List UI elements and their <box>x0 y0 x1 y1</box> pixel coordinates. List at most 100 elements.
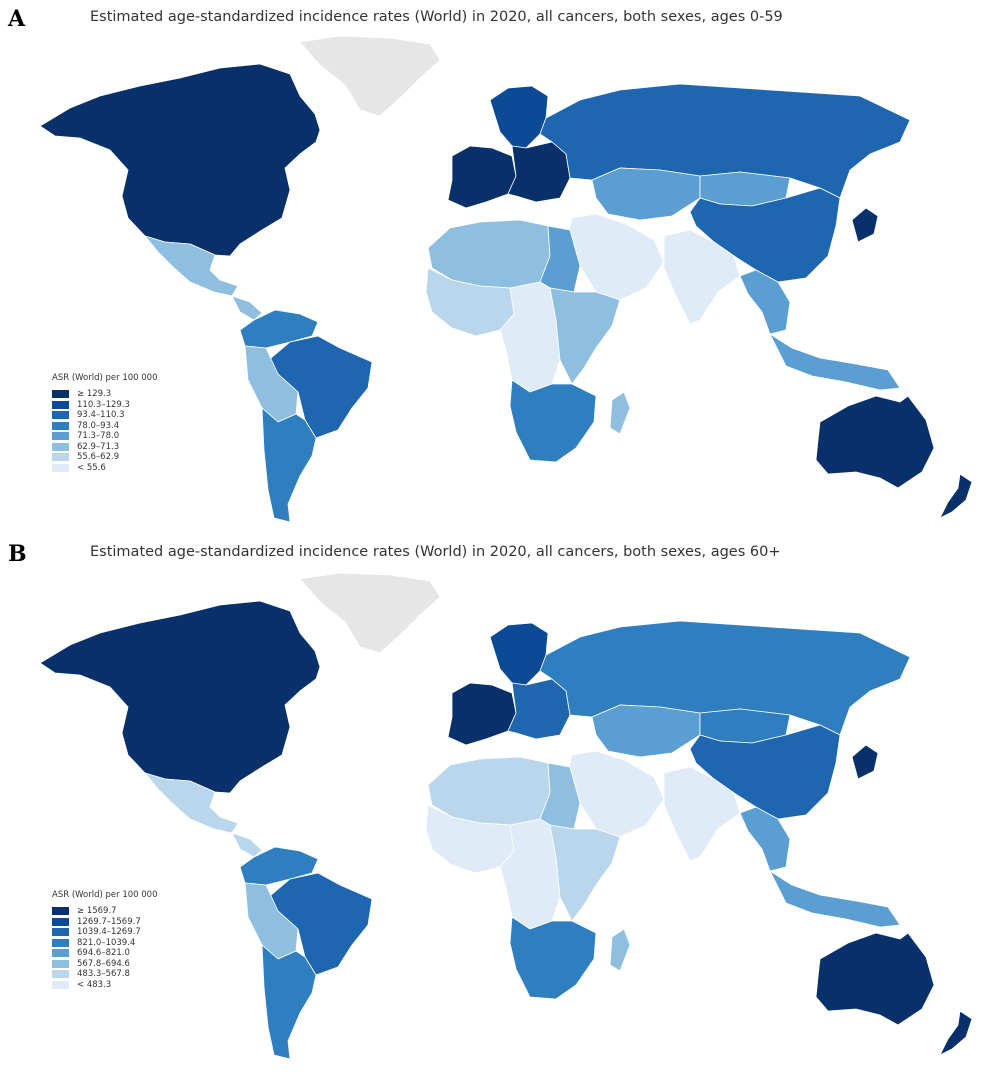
legend-swatch <box>52 442 69 451</box>
legend-title: ASR (World) per 100 000 <box>52 890 158 900</box>
region-middle-east <box>565 213 665 301</box>
legend-swatch <box>52 411 69 420</box>
region-western-europe <box>447 682 517 746</box>
region-australia <box>815 395 935 489</box>
legend-swatch <box>52 917 69 926</box>
legend-item: 694.6–821.0 <box>52 948 157 959</box>
panel-b: B Estimated age-standardized incidence r… <box>0 535 1000 1073</box>
region-new-zealand <box>939 473 973 519</box>
legend-label: 78.0–93.4 <box>77 420 120 431</box>
legend-swatch <box>52 453 69 462</box>
region-mexico <box>144 235 239 297</box>
region-south-america-north <box>239 309 319 349</box>
legend: ASR (World) per 100 000 ≥ 1569.7 1269.7–1… <box>52 890 157 990</box>
legend-label: ≥ 129.3 <box>77 389 112 400</box>
legend-item: 62.9–71.3 <box>52 442 157 453</box>
region-central-asia <box>591 704 701 758</box>
panel-a: A Estimated age-standardized incidence r… <box>0 0 1000 530</box>
region-eastern-europe <box>507 678 571 740</box>
world-map <box>39 35 973 523</box>
region-japan <box>851 207 879 243</box>
legend-item: 1039.4–1269.7 <box>52 927 157 938</box>
panel-title: Estimated age-standardized incidence rat… <box>90 544 781 560</box>
legend-swatch <box>52 390 69 399</box>
region-greenland <box>299 572 441 654</box>
legend-swatch <box>52 970 69 979</box>
legend-item: 483.3–567.8 <box>52 969 157 980</box>
legend-label: 62.9–71.3 <box>77 441 120 452</box>
legend-item: 55.6–62.9 <box>52 452 157 463</box>
panel-label: A <box>8 6 26 32</box>
legend-label: 1039.4–1269.7 <box>77 927 141 938</box>
legend-label: 821.0–1039.4 <box>77 937 136 948</box>
legend-item: < 483.3 <box>52 980 157 991</box>
region-madagascar <box>609 391 631 435</box>
legend-swatch <box>52 980 69 989</box>
legend-swatch <box>52 432 69 441</box>
region-mexico <box>144 772 239 834</box>
legend-swatch <box>52 938 69 947</box>
region-central-asia <box>591 167 701 221</box>
region-china <box>689 724 841 820</box>
region-japan <box>851 744 879 780</box>
region-scandinavia <box>489 85 549 149</box>
legend-item: 821.0–1039.4 <box>52 938 157 949</box>
legend-label: 1269.7–1569.7 <box>77 916 141 927</box>
region-southern-africa <box>509 916 597 1000</box>
legend-items: ≥ 1569.7 1269.7–1569.7 1039.4–1269.7 821.0–… <box>52 906 157 990</box>
legend-item: ≥ 1569.7 <box>52 906 157 917</box>
legend-swatch <box>52 907 69 916</box>
region-argentina <box>261 407 317 523</box>
legend-item: 110.3–129.3 <box>52 400 157 411</box>
legend-swatch <box>52 421 69 430</box>
panel-label: B <box>8 541 27 567</box>
legend-swatch <box>52 463 69 472</box>
legend-item: 1269.7–1569.7 <box>52 917 157 928</box>
legend-swatch <box>52 928 69 937</box>
legend-swatch <box>52 959 69 968</box>
region-middle-east <box>565 750 665 838</box>
region-eastern-europe <box>507 141 571 203</box>
region-southern-africa <box>509 379 597 463</box>
region-india <box>663 229 741 325</box>
region-argentina <box>261 944 317 1060</box>
legend-label: ≥ 1569.7 <box>77 906 117 917</box>
legend-item: 567.8–694.6 <box>52 959 157 970</box>
region-scandinavia <box>489 622 549 686</box>
legend: ASR (World) per 100 000 ≥ 129.3 110.3–129… <box>52 373 157 473</box>
region-indonesia <box>769 870 901 928</box>
legend-label: 567.8–694.6 <box>77 958 130 969</box>
map-container <box>0 30 1000 534</box>
region-east-africa <box>549 287 621 385</box>
region-east-africa <box>549 824 621 922</box>
region-south-america-north <box>239 846 319 886</box>
legend-label: < 483.3 <box>77 979 112 990</box>
legend-label: 71.3–78.0 <box>77 431 120 442</box>
legend-label: 110.3–129.3 <box>77 399 130 410</box>
world-map <box>39 572 973 1060</box>
region-india <box>663 766 741 862</box>
legend-item: ≥ 129.3 <box>52 389 157 400</box>
region-central-america <box>231 295 263 321</box>
legend-item: 93.4–110.3 <box>52 410 157 421</box>
region-australia <box>815 932 935 1026</box>
map-container <box>0 567 1000 1071</box>
legend-item: 78.0–93.4 <box>52 421 157 432</box>
legend-label: 93.4–110.3 <box>77 410 125 421</box>
legend-swatch <box>52 400 69 409</box>
region-china <box>689 187 841 283</box>
region-central-america <box>231 832 263 858</box>
region-greenland <box>299 35 441 117</box>
legend-swatch <box>52 949 69 958</box>
legend-title: ASR (World) per 100 000 <box>52 373 158 383</box>
region-western-europe <box>447 145 517 209</box>
legend-label: 694.6–821.0 <box>77 948 130 959</box>
panel-title: Estimated age-standardized incidence rat… <box>90 9 783 25</box>
legend-label: 483.3–567.8 <box>77 969 130 980</box>
region-madagascar <box>609 928 631 972</box>
region-north-america <box>39 63 321 257</box>
legend-label: 55.6–62.9 <box>77 452 120 463</box>
legend-item: < 55.6 <box>52 463 157 474</box>
legend-items: ≥ 129.3 110.3–129.3 93.4–110.3 78.0–93.4 71.… <box>52 389 157 473</box>
region-north-america <box>39 600 321 794</box>
